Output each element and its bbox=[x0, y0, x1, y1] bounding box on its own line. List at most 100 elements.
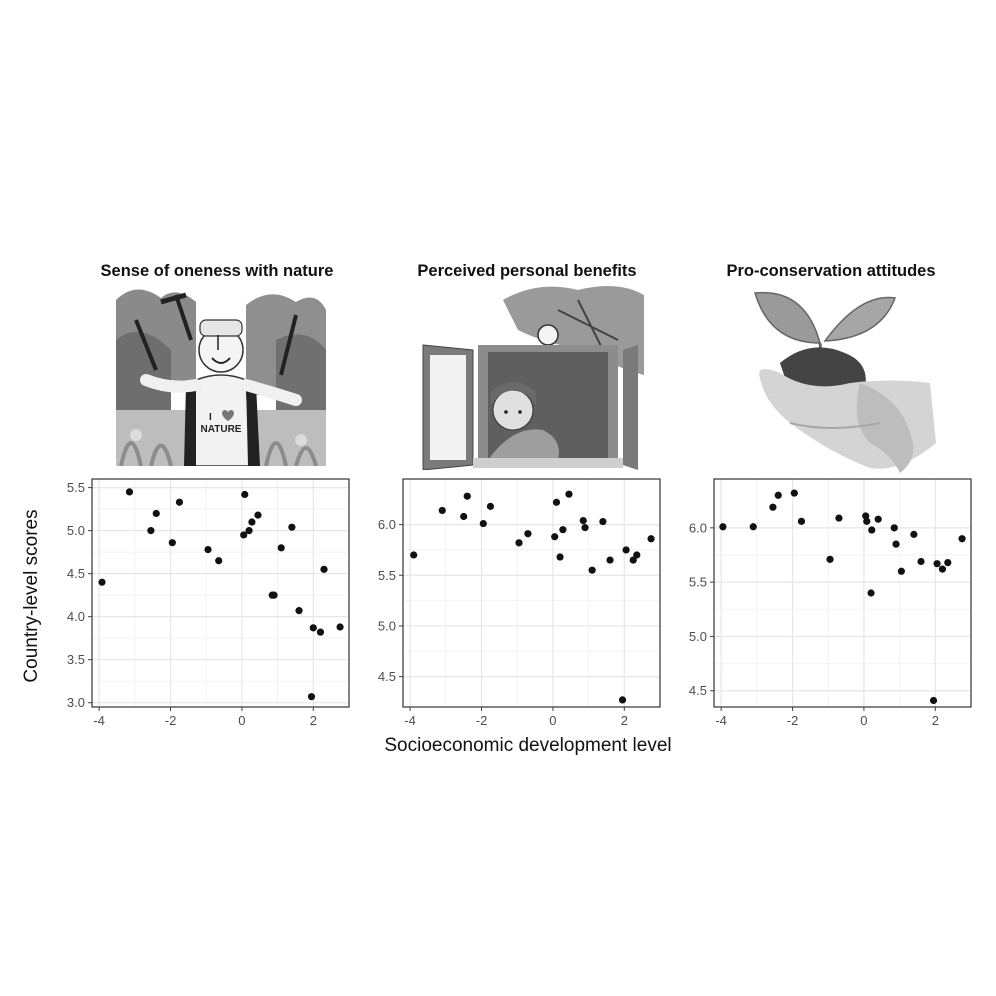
data-point bbox=[460, 512, 468, 521]
data-point bbox=[248, 518, 256, 526]
data-point bbox=[147, 527, 155, 535]
x-tick-label: -4 bbox=[93, 713, 105, 728]
x-tick-label: -4 bbox=[715, 713, 727, 728]
data-point bbox=[240, 531, 248, 539]
data-point bbox=[125, 488, 134, 496]
data-point bbox=[797, 517, 806, 525]
data-point bbox=[599, 517, 607, 526]
data-point bbox=[890, 524, 898, 532]
x-tick-label: 2 bbox=[310, 713, 317, 728]
window-girl-bird-icon bbox=[418, 280, 644, 470]
data-point bbox=[309, 624, 317, 632]
x-tick-label: -2 bbox=[165, 713, 177, 728]
y-axis-title: Country-level scores bbox=[21, 509, 42, 683]
data-point bbox=[277, 544, 285, 552]
x-tick-label: -2 bbox=[476, 713, 488, 728]
x-tick-label: -2 bbox=[787, 713, 799, 728]
scatter-panel-3: -4 -2 0 2 4.5 5.0 5.5 6.0 bbox=[689, 478, 972, 728]
plot-frame bbox=[91, 478, 350, 708]
data-point bbox=[868, 526, 876, 534]
x-tick-label: 0 bbox=[549, 713, 556, 728]
y-tick-label: 3.0 bbox=[67, 695, 85, 710]
y-tick-label: 4.5 bbox=[689, 683, 707, 698]
y-tick-label: 5.5 bbox=[689, 575, 707, 590]
y-tick-label: 5.0 bbox=[689, 629, 707, 644]
data-point bbox=[958, 535, 966, 543]
y-tick-label: 6.0 bbox=[689, 520, 707, 535]
data-point bbox=[892, 540, 900, 548]
data-point bbox=[618, 696, 627, 704]
data-point bbox=[897, 567, 905, 575]
data-point bbox=[867, 589, 875, 597]
data-point bbox=[629, 556, 637, 564]
data-point bbox=[633, 551, 641, 559]
x-tick-label: -4 bbox=[404, 713, 416, 728]
data-point bbox=[863, 517, 871, 525]
data-point bbox=[98, 578, 106, 586]
data-point bbox=[479, 519, 487, 528]
data-point bbox=[515, 539, 523, 547]
scatter-panel-2: -4 -2 0 2 4.5 5.0 5.5 6.0 bbox=[378, 478, 661, 728]
data-point bbox=[769, 503, 777, 511]
x-tick-label: 0 bbox=[860, 713, 867, 728]
data-point bbox=[559, 526, 567, 534]
data-point bbox=[826, 555, 834, 563]
y-tick-label: 3.5 bbox=[67, 652, 85, 667]
shirt-text-i: I bbox=[209, 412, 212, 423]
data-point bbox=[215, 557, 223, 565]
data-point bbox=[933, 560, 941, 568]
x-tick-label: 2 bbox=[621, 713, 628, 728]
data-point bbox=[790, 489, 798, 497]
data-point bbox=[524, 530, 532, 538]
data-point bbox=[204, 545, 212, 554]
data-point bbox=[463, 492, 471, 500]
data-point bbox=[647, 535, 655, 543]
x-tick-label: 0 bbox=[238, 713, 245, 728]
person-nature-shirt-icon: I NATURE bbox=[116, 280, 326, 466]
data-point bbox=[410, 551, 418, 559]
plot-frame bbox=[713, 478, 972, 708]
data-point bbox=[556, 553, 564, 561]
data-point bbox=[288, 523, 296, 531]
data-point bbox=[316, 628, 325, 636]
data-point bbox=[295, 607, 303, 615]
plot-background bbox=[714, 479, 971, 707]
data-point bbox=[917, 557, 925, 566]
data-point bbox=[719, 523, 727, 531]
scatter-panel-1: -4 -2 0 2 3.0 3.5 4.0 4.5 5.0 5.5 bbox=[67, 478, 350, 728]
plot-frame bbox=[402, 478, 661, 708]
data-point bbox=[336, 623, 344, 631]
data-point bbox=[774, 491, 782, 499]
data-point bbox=[270, 591, 278, 599]
data-point bbox=[874, 515, 882, 523]
y-tick-label: 5.5 bbox=[67, 480, 85, 495]
data-point bbox=[749, 523, 757, 531]
data-point bbox=[551, 533, 559, 541]
data-point bbox=[175, 498, 184, 506]
data-point bbox=[245, 527, 253, 535]
data-point bbox=[565, 490, 573, 498]
y-tick-label: 5.0 bbox=[378, 618, 396, 633]
plot-background bbox=[92, 479, 349, 707]
x-tick-label: 2 bbox=[932, 713, 939, 728]
y-tick-label: 6.0 bbox=[378, 517, 396, 532]
data-point bbox=[862, 512, 870, 520]
data-point bbox=[552, 498, 561, 506]
panel-title-oneness: Sense of oneness with nature bbox=[100, 262, 334, 280]
data-point bbox=[254, 511, 262, 519]
y-tick-label: 5.0 bbox=[67, 523, 85, 538]
data-point bbox=[944, 559, 952, 567]
data-point bbox=[622, 546, 630, 554]
x-axis-title: Socioeconomic development level bbox=[384, 735, 672, 756]
data-point bbox=[579, 516, 587, 525]
y-tick-label: 5.5 bbox=[378, 568, 396, 583]
panel-title-benefits: Perceived personal benefits bbox=[417, 262, 637, 280]
y-tick-label: 4.5 bbox=[67, 566, 85, 581]
data-point bbox=[581, 524, 589, 532]
data-point bbox=[307, 693, 316, 701]
data-point bbox=[168, 539, 176, 547]
y-tick-label: 4.0 bbox=[67, 609, 85, 624]
data-point bbox=[486, 502, 495, 510]
data-point bbox=[152, 509, 160, 518]
